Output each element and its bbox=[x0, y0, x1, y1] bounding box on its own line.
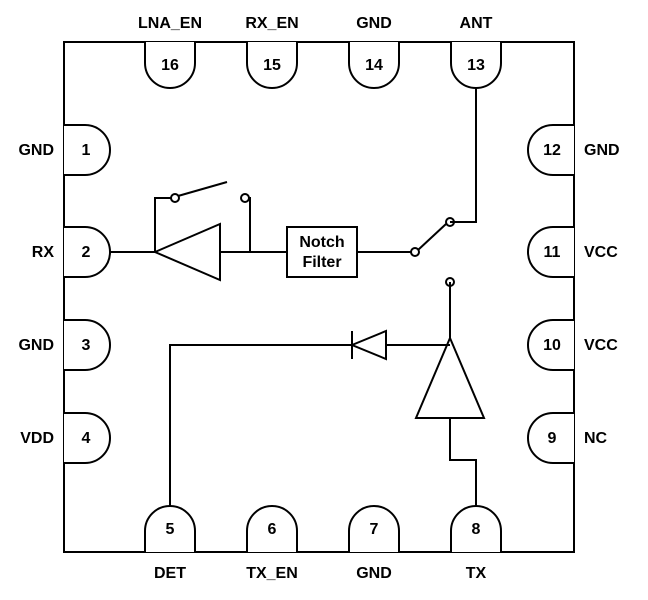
pad-8-label: TX bbox=[466, 565, 487, 582]
pad-1-label: GND bbox=[18, 142, 54, 159]
package-outline bbox=[64, 42, 574, 552]
pad-2-label: RX bbox=[32, 244, 55, 261]
pad-15-label: RX_EN bbox=[245, 15, 298, 32]
pad-1-num: 1 bbox=[82, 142, 91, 159]
pad-14-num: 14 bbox=[365, 57, 383, 74]
pad-8-num: 8 bbox=[472, 521, 481, 538]
pad-7-num: 7 bbox=[370, 521, 379, 538]
pad-16-num: 16 bbox=[161, 57, 179, 74]
pad-2-num: 2 bbox=[82, 244, 91, 261]
pad-9-num: 9 bbox=[548, 430, 557, 447]
pad-3-num: 3 bbox=[82, 337, 91, 354]
pad-6-label: TX_EN bbox=[246, 565, 298, 582]
pad-5-num: 5 bbox=[166, 521, 175, 538]
switch-bypass-b bbox=[241, 194, 249, 202]
notch-filter-label2: Filter bbox=[302, 254, 341, 271]
pad-10-num: 10 bbox=[543, 337, 561, 354]
pad-11-label: VCC bbox=[584, 244, 618, 261]
pad-12-num: 12 bbox=[543, 142, 561, 159]
pad-12-label: GND bbox=[584, 142, 620, 159]
pad-4-label: VDD bbox=[20, 430, 54, 447]
pad-3-label: GND bbox=[18, 337, 54, 354]
pad-15-num: 15 bbox=[263, 57, 281, 74]
notch-filter-label1: Notch bbox=[299, 234, 344, 251]
pad-13-num: 13 bbox=[467, 57, 485, 74]
pad-9-label: NC bbox=[584, 430, 608, 447]
pad-16-label: LNA_EN bbox=[138, 15, 202, 32]
pad-5-label: DET bbox=[154, 565, 186, 582]
pad-7-label: GND bbox=[356, 565, 392, 582]
pad-10-label: VCC bbox=[584, 337, 618, 354]
pad-11-num: 11 bbox=[544, 244, 561, 261]
pad-6-num: 6 bbox=[268, 521, 277, 538]
pad-13-label: ANT bbox=[460, 15, 493, 32]
pad-4-num: 4 bbox=[82, 430, 91, 447]
pad-14-label: GND bbox=[356, 15, 392, 32]
